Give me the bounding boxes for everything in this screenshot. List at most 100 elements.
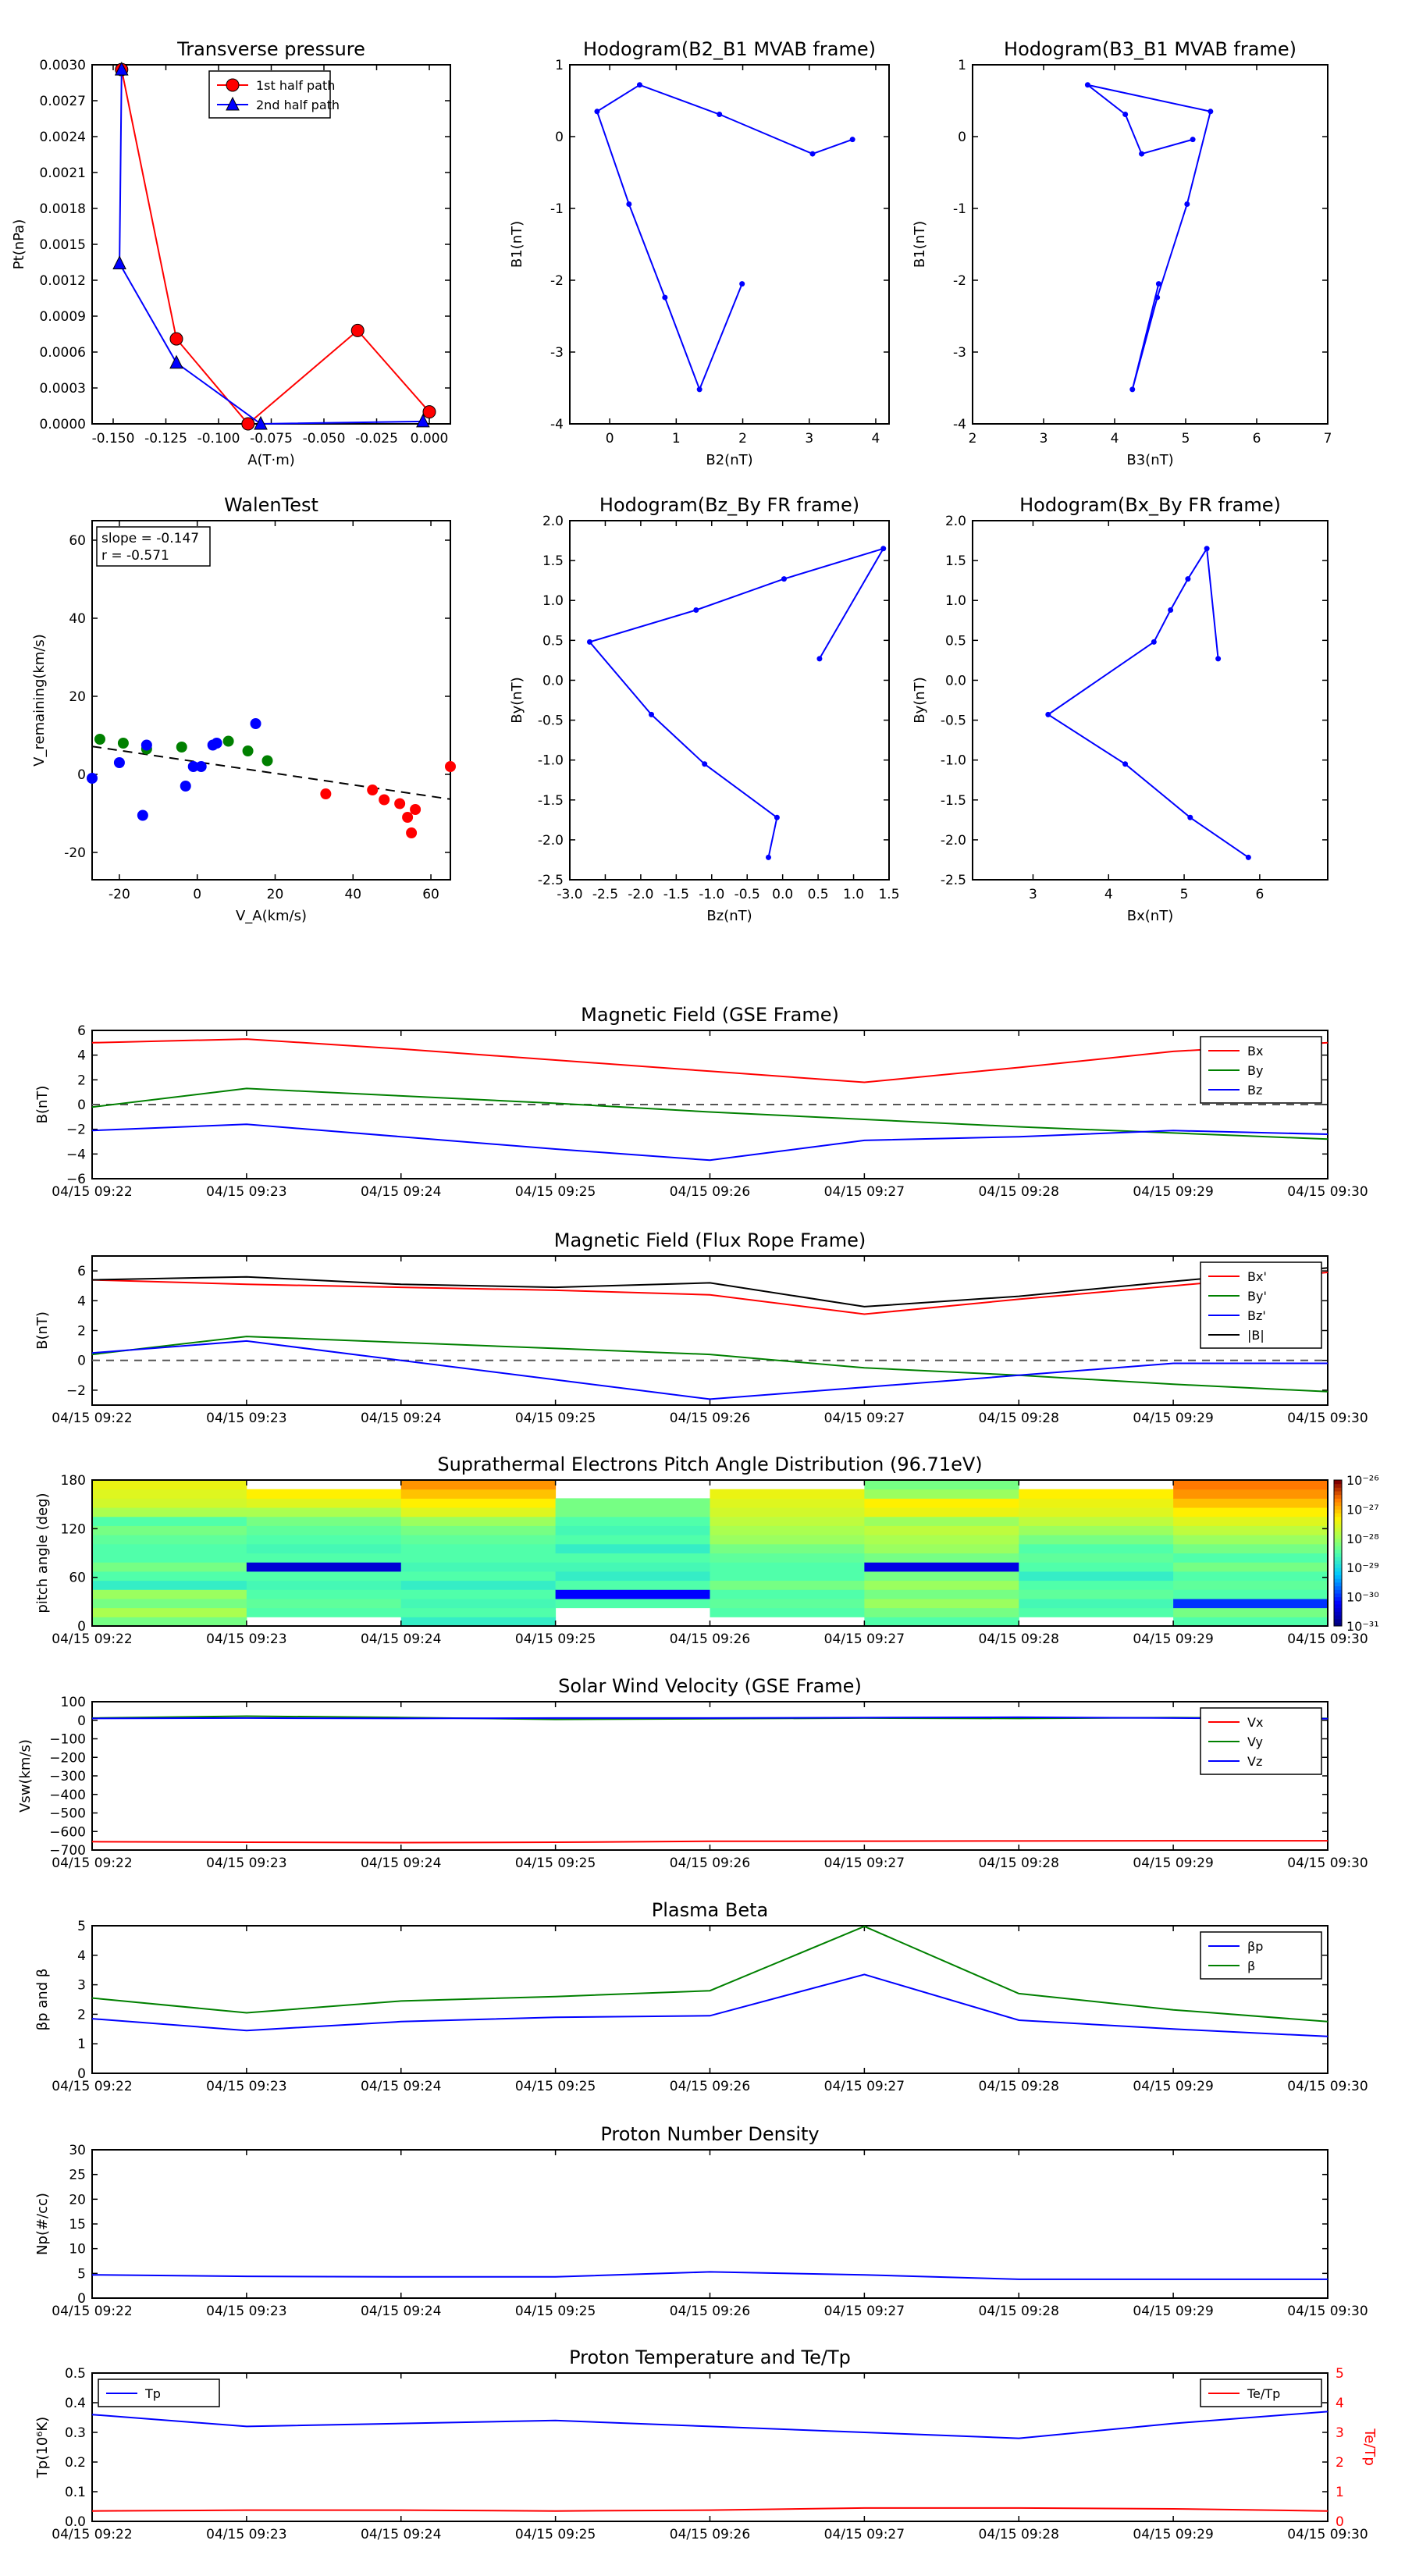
colorbar-segment bbox=[1334, 1546, 1342, 1550]
heatmap-cell bbox=[400, 1607, 557, 1617]
series-line bbox=[91, 1716, 1329, 1720]
legend-entry: Bz' bbox=[1247, 1308, 1266, 1323]
x-tick-label: -0.025 bbox=[355, 431, 398, 447]
colorbar-segment bbox=[1334, 1538, 1342, 1542]
chart-panel-1: Transverse pressure 0.0000 0.0003 0.0006 0.0… bbox=[11, 38, 451, 468]
y-tick-label-right: 0 bbox=[1336, 2514, 1344, 2530]
y-tick-label: 6 bbox=[77, 1264, 86, 1279]
y-tick-label: 2.0 bbox=[542, 514, 564, 529]
scatter-point bbox=[261, 755, 273, 767]
y-tick-label: 2 bbox=[77, 1073, 86, 1088]
chart-panel-3: Hodogram(B3_B1 MVAB frame) -4 -3 -2 -1 0 1 2 3 4 5… bbox=[912, 38, 1332, 468]
heatmap-cell bbox=[1173, 1543, 1329, 1553]
series-line bbox=[91, 2411, 1329, 2439]
heatmap-cell bbox=[864, 1607, 1019, 1617]
y-axis-label: Tp(10⁶K) bbox=[34, 2417, 51, 2478]
x-tick-label: 04/15 09:29 bbox=[1133, 2527, 1213, 2542]
heatmap-cell bbox=[710, 1607, 865, 1617]
y-tick-label-right: 4 bbox=[1336, 2396, 1344, 2411]
x-tick-label: 04/15 09:30 bbox=[1287, 1631, 1368, 1647]
x-tick-label: 5 bbox=[1180, 887, 1189, 902]
y-tick-label: −300 bbox=[49, 1769, 86, 1784]
scatter-point bbox=[195, 761, 207, 772]
chart-panel-10: Solar Wind Velocity (GSE Frame) −700 −600 −… bbox=[17, 1675, 1368, 1871]
data-point bbox=[1215, 656, 1222, 662]
series-line bbox=[120, 69, 430, 425]
chart-panel-5: Hodogram(Bz_By FR frame) -2.5 -2.0 -1.5 -1.0… bbox=[509, 494, 900, 924]
x-tick-label: 0.5 bbox=[808, 887, 829, 902]
heatmap-cell bbox=[92, 1498, 247, 1508]
y-tick-label: 0.0000 bbox=[40, 417, 86, 432]
y-tick-label: 0.0006 bbox=[40, 345, 86, 361]
y-tick-label: 1 bbox=[555, 58, 564, 73]
chart-panel-12: Proton Number Density 0 5 10 15 20 25 30 04/15 0… bbox=[34, 2123, 1368, 2319]
x-tick-label: 04/15 09:22 bbox=[52, 1631, 132, 1647]
colorbar-segment bbox=[1334, 1603, 1342, 1609]
heatmap-cell bbox=[864, 1589, 1019, 1599]
y-tick-label: −600 bbox=[49, 1824, 86, 1840]
y-tick-label: −4 bbox=[66, 1147, 86, 1162]
x-tick-label: 1.5 bbox=[878, 887, 899, 902]
x-tick-label: 1 bbox=[672, 431, 681, 447]
y-tick-label: −6 bbox=[66, 1172, 86, 1187]
data-point bbox=[169, 332, 183, 346]
y-tick-label: -2 bbox=[953, 273, 966, 289]
legend-marker bbox=[226, 78, 240, 92]
heatmap-cell bbox=[246, 1571, 402, 1582]
data-point bbox=[1184, 201, 1190, 207]
series-line bbox=[91, 2507, 1329, 2512]
x-axis-label: A(T·m) bbox=[247, 452, 295, 468]
x-tick-label: 04/15 09:25 bbox=[515, 1631, 596, 1647]
scatter-point bbox=[406, 827, 418, 838]
y-tick-label: -20 bbox=[64, 845, 86, 861]
y-tick-label: -1.0 bbox=[538, 753, 564, 769]
legend: Bx By Bz bbox=[1200, 1036, 1322, 1104]
legend-entry: By' bbox=[1247, 1289, 1267, 1304]
x-tick-label: -20 bbox=[108, 887, 130, 902]
heatmap-cell bbox=[246, 1589, 402, 1599]
x-tick-label: 04/15 09:22 bbox=[52, 2079, 132, 2094]
y-tick-label: 0.0003 bbox=[40, 381, 86, 397]
scatter-point bbox=[140, 739, 152, 751]
x-tick-label: 04/15 09:30 bbox=[1287, 2527, 1368, 2542]
heatmap-cell bbox=[1173, 1553, 1329, 1563]
legend: Te/Tp bbox=[1200, 2379, 1322, 2407]
data-point bbox=[1151, 639, 1157, 645]
x-axis-label: Bx(nT) bbox=[1127, 908, 1173, 924]
x-tick-label: 0.0 bbox=[772, 887, 793, 902]
heatmap-cell bbox=[864, 1543, 1019, 1553]
heatmap-cell bbox=[1173, 1598, 1329, 1609]
plot-title: Plasma Beta bbox=[652, 1899, 768, 1921]
y-tick-label: −400 bbox=[49, 1788, 86, 1803]
heatmap-cell bbox=[864, 1507, 1019, 1517]
y-tick-label: 20 bbox=[69, 2192, 86, 2208]
plot-frame bbox=[569, 520, 890, 881]
y-tick-label: -4 bbox=[550, 417, 564, 432]
chart-panel-4: WalenTest -20 0 20 40 60 -20 0 20 40 60 V_A(km/s) V_… bbox=[31, 494, 456, 924]
data-point bbox=[717, 111, 723, 117]
data-point bbox=[1045, 711, 1051, 717]
heatmap-cell bbox=[555, 1507, 710, 1517]
data-point bbox=[636, 82, 642, 88]
x-tick-label: 04/15 09:22 bbox=[52, 2527, 132, 2542]
x-tick-label: 04/15 09:25 bbox=[515, 1856, 596, 1871]
data-point bbox=[809, 151, 816, 157]
x-tick-label: 0.000 bbox=[411, 431, 449, 447]
data-point bbox=[765, 854, 771, 860]
heatmap-cell bbox=[246, 1543, 402, 1553]
y-tick-label: 0 bbox=[77, 1713, 86, 1729]
x-tick-label: -2.0 bbox=[628, 887, 653, 902]
heatmap-cell bbox=[864, 1580, 1019, 1590]
heatmap-cell bbox=[246, 1535, 402, 1545]
data-point bbox=[594, 109, 600, 115]
plot-title: Hodogram(B2_B1 MVAB frame) bbox=[583, 38, 876, 60]
scatter-point bbox=[410, 804, 422, 815]
x-tick-label: 04/15 09:23 bbox=[206, 1411, 286, 1426]
legend-entry: 2nd half path bbox=[256, 98, 340, 112]
x-tick-label: 3 bbox=[805, 431, 813, 447]
series-line bbox=[91, 1973, 1329, 2037]
y-tick-label: 0.0009 bbox=[40, 309, 86, 325]
series-line bbox=[596, 84, 853, 392]
colorbar-tick-label: 10⁻³¹ bbox=[1346, 1619, 1379, 1634]
y-tick-label: 0 bbox=[77, 2291, 86, 2307]
